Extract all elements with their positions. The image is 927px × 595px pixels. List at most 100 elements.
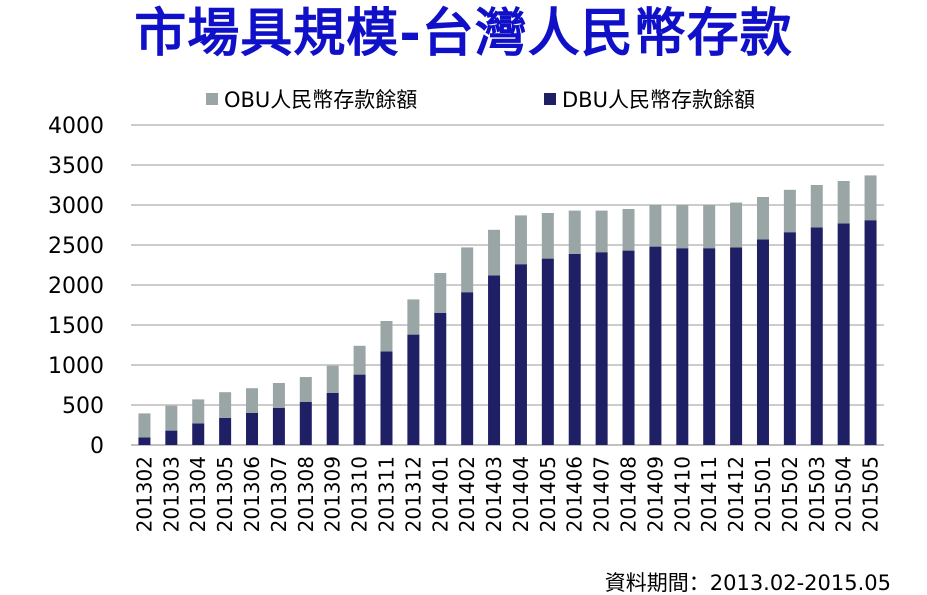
bar-obu	[676, 205, 689, 249]
bar-dbu	[219, 417, 232, 445]
bar-dbu	[541, 258, 554, 445]
bar-dbu	[138, 437, 151, 445]
data-period-note: 資料期間：2013.02-2015.05	[604, 571, 891, 595]
y-tick-label: 3500	[48, 154, 104, 179]
bar-dbu	[407, 334, 420, 445]
y-tick-label: 2000	[48, 274, 104, 299]
bar-obu	[434, 273, 447, 313]
x-tick-label: 201405	[536, 456, 560, 532]
bar-dbu	[488, 275, 501, 445]
x-tick-label: 201410	[670, 456, 694, 532]
bar-obu	[299, 377, 312, 402]
x-tick-label: 201306	[240, 456, 264, 532]
y-tick-label: 500	[62, 394, 104, 419]
x-tick-label: 201307	[267, 456, 291, 532]
x-tick-label: 201411	[697, 456, 721, 532]
x-tick-label: 201311	[374, 456, 398, 532]
y-tick-label: 0	[90, 434, 104, 459]
x-tick-label: 201403	[482, 456, 506, 532]
bar-obu	[649, 205, 662, 247]
bar-dbu	[649, 246, 662, 445]
bar-dbu	[595, 252, 608, 445]
bar-obu	[326, 365, 339, 393]
bar-dbu	[380, 351, 393, 445]
bar-dbu	[165, 430, 178, 445]
bar-obu	[380, 321, 393, 352]
bar-obu	[165, 405, 178, 431]
bar-obu	[864, 175, 877, 221]
bar-obu	[756, 197, 769, 240]
x-tick-label: 201501	[751, 456, 775, 532]
x-tick-label: 201401	[428, 456, 452, 532]
bar-obu	[837, 181, 850, 224]
legend-label-dbu: DBU人民幣存款餘額	[562, 88, 755, 112]
bar-obu	[568, 210, 581, 254]
bar-dbu	[837, 223, 850, 445]
bar-dbu	[783, 232, 796, 445]
bar-dbu	[246, 413, 259, 445]
bar-obu	[783, 189, 796, 233]
bar-dbu	[810, 227, 823, 445]
x-tick-label: 201412	[724, 456, 748, 532]
x-tick-label: 201305	[213, 456, 237, 532]
bar-dbu	[864, 220, 877, 445]
bar-dbu	[568, 253, 581, 445]
x-tick-label: 201304	[186, 456, 210, 532]
bar-obu	[541, 213, 554, 259]
bar-dbu	[434, 313, 447, 445]
legend-swatch-dbu	[544, 93, 556, 105]
x-tick-label: 201406	[563, 456, 587, 532]
x-tick-label: 201312	[401, 456, 425, 532]
x-tick-label: 201407	[590, 456, 614, 532]
bar-obu	[272, 383, 285, 408]
x-tick-label: 201404	[509, 456, 533, 532]
x-tick-label: 201303	[159, 456, 183, 532]
y-tick-label: 4000	[48, 114, 104, 139]
bar-dbu	[622, 250, 635, 445]
bar-obu	[514, 215, 527, 265]
x-tick-label: 201502	[778, 456, 802, 532]
bar-dbu	[299, 401, 312, 445]
bar-obu	[192, 399, 205, 424]
bar-obu	[138, 413, 151, 438]
bar-dbu	[676, 248, 689, 445]
bar-obu	[407, 299, 420, 335]
bar-dbu	[461, 292, 474, 445]
y-tick-label: 1000	[48, 354, 104, 379]
x-tick-label: 201308	[294, 456, 318, 532]
x-tick-label: 201302	[132, 456, 156, 532]
y-tick-label: 3000	[48, 194, 104, 219]
legend-label-obu: OBU人民幣存款餘額	[224, 88, 418, 112]
x-tick-label: 201505	[859, 456, 883, 532]
bar-dbu	[192, 423, 205, 445]
x-tick-label: 201309	[321, 456, 345, 532]
bar-obu	[488, 229, 501, 276]
x-tick-label: 201402	[455, 456, 479, 532]
x-tick-label: 201310	[348, 456, 372, 532]
bar-dbu	[756, 239, 769, 445]
legend-item-dbu: DBU人民幣存款餘額	[544, 84, 755, 114]
y-tick-label: 2500	[48, 234, 104, 259]
x-tick-label: 201409	[643, 456, 667, 532]
bar-dbu	[703, 248, 716, 445]
bar-obu	[810, 185, 823, 228]
bar-obu	[246, 388, 259, 413]
x-tick-label: 201504	[832, 456, 856, 532]
bar-dbu	[730, 247, 743, 445]
legend-swatch-obu	[206, 93, 218, 105]
x-tick-label: 201408	[617, 456, 641, 532]
bar-dbu	[514, 264, 527, 445]
bar-obu	[461, 247, 474, 293]
bar-obu	[595, 210, 608, 253]
chart-title: 市場具規模-台灣人民幣存款	[134, 4, 793, 64]
y-tick-label: 1500	[48, 314, 104, 339]
legend-item-obu: OBU人民幣存款餘額	[206, 84, 417, 114]
bar-dbu	[353, 374, 366, 445]
bar-obu	[353, 345, 366, 375]
x-tick-label: 201503	[805, 456, 829, 532]
bar-obu	[622, 209, 635, 251]
bar-dbu	[272, 407, 285, 445]
bar-obu	[219, 392, 232, 418]
legend: OBU人民幣存款餘額 DBU人民幣存款餘額	[0, 84, 927, 112]
